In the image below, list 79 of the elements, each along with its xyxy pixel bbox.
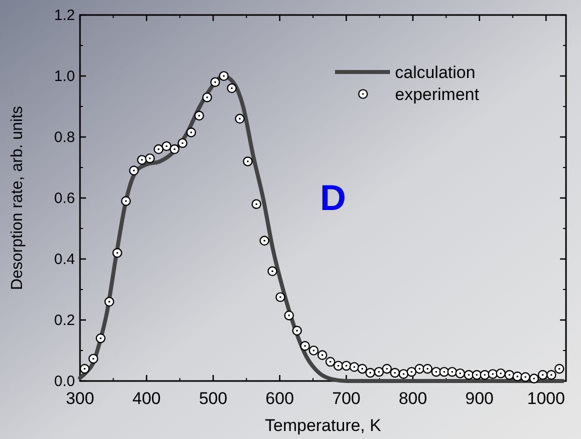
point bbox=[414, 364, 424, 374]
annotation: D bbox=[320, 177, 346, 218]
x-tick-label: 800 bbox=[398, 389, 428, 408]
point bbox=[186, 128, 196, 138]
point bbox=[512, 372, 522, 382]
point bbox=[431, 366, 442, 377]
x-tick-label: 400 bbox=[132, 389, 161, 408]
point bbox=[268, 266, 278, 276]
y-tick-label: 0.8 bbox=[54, 129, 75, 146]
point bbox=[480, 370, 490, 380]
point bbox=[178, 138, 188, 148]
point bbox=[145, 153, 155, 164]
point bbox=[112, 248, 122, 258]
point bbox=[406, 366, 416, 377]
point bbox=[333, 360, 344, 371]
point bbox=[104, 296, 114, 307]
point bbox=[218, 71, 229, 81]
point bbox=[137, 154, 147, 165]
point bbox=[317, 350, 328, 360]
y-tick-label: 0.0 bbox=[54, 373, 75, 390]
point bbox=[374, 366, 384, 377]
point bbox=[488, 369, 498, 379]
x-tick-label: 1000 bbox=[527, 389, 565, 408]
point bbox=[162, 141, 172, 152]
y-tick-label: 1.0 bbox=[54, 68, 75, 85]
point bbox=[121, 196, 131, 206]
point bbox=[242, 156, 253, 166]
point bbox=[300, 341, 310, 351]
point bbox=[275, 292, 286, 302]
x-tick-label: 900 bbox=[465, 389, 494, 408]
y-axis-title: Desorption rate, arb. units bbox=[9, 106, 26, 290]
point bbox=[252, 199, 262, 209]
point bbox=[349, 362, 360, 372]
point bbox=[88, 354, 98, 364]
point bbox=[341, 360, 352, 371]
point bbox=[260, 236, 270, 246]
point bbox=[202, 92, 212, 102]
y-tick-label: 0.2 bbox=[54, 312, 75, 329]
point bbox=[365, 368, 376, 378]
y-tick-label: 1.2 bbox=[54, 7, 75, 24]
point bbox=[554, 364, 564, 374]
x-tick-label: 600 bbox=[266, 389, 294, 408]
point bbox=[194, 110, 204, 121]
point bbox=[504, 370, 514, 380]
point bbox=[464, 370, 474, 380]
point bbox=[439, 366, 450, 377]
y-tick-label: 0.6 bbox=[54, 190, 75, 207]
legend-label: calculation bbox=[395, 63, 476, 82]
point bbox=[284, 310, 294, 320]
point bbox=[210, 77, 220, 87]
point bbox=[292, 326, 302, 336]
legend-label: experiment bbox=[395, 85, 480, 104]
point bbox=[308, 346, 319, 356]
point bbox=[382, 364, 392, 374]
point bbox=[80, 364, 90, 374]
point bbox=[398, 369, 408, 379]
point bbox=[325, 356, 336, 367]
point bbox=[422, 364, 432, 374]
point bbox=[520, 372, 530, 382]
point bbox=[234, 114, 245, 124]
x-tick-label: 700 bbox=[332, 389, 360, 408]
point bbox=[538, 370, 548, 380]
point bbox=[96, 333, 106, 344]
x-tick-label: 500 bbox=[198, 389, 228, 408]
point bbox=[455, 368, 466, 378]
point bbox=[529, 374, 539, 384]
point bbox=[170, 144, 180, 154]
x-tick-label: 300 bbox=[66, 389, 94, 408]
point bbox=[357, 364, 368, 374]
y-tick-label: 0.4 bbox=[54, 251, 75, 268]
point bbox=[447, 366, 458, 377]
x-axis-title: Temperature, K bbox=[264, 416, 382, 435]
point bbox=[129, 166, 139, 176]
point bbox=[496, 368, 506, 378]
point bbox=[472, 370, 482, 380]
point bbox=[154, 144, 164, 154]
point bbox=[226, 83, 237, 94]
point bbox=[546, 370, 556, 380]
point bbox=[390, 368, 400, 378]
